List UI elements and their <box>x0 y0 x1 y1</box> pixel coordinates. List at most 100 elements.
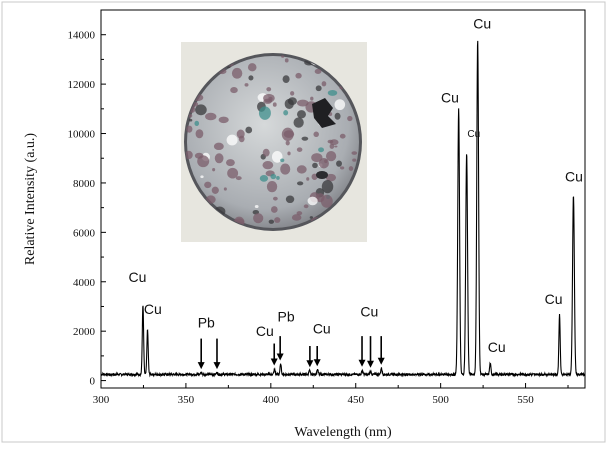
disc-spot <box>296 165 307 174</box>
disc-spot <box>271 150 283 163</box>
peak-label: Cu <box>565 169 583 185</box>
disc-spot <box>315 85 322 92</box>
disc-spot <box>186 125 193 133</box>
disc-spot <box>259 174 269 182</box>
sample-disc-surface <box>187 56 359 228</box>
disc-spot <box>262 161 274 170</box>
disc-spot <box>321 81 327 87</box>
disc-spot <box>266 87 272 92</box>
disc-spot <box>351 151 358 155</box>
arrow-head <box>306 360 314 368</box>
disc-spot <box>325 151 337 162</box>
disc-spot <box>268 219 275 224</box>
disc-spot <box>226 159 235 167</box>
disc-spot <box>223 187 227 191</box>
disc-spot <box>235 176 242 181</box>
arrow-head <box>276 353 284 361</box>
disc-spot <box>311 153 323 163</box>
disc-spot <box>226 134 238 146</box>
peak-label: Pb <box>198 314 215 330</box>
peak-label: Cu <box>545 291 563 307</box>
x-tick-label: 400 <box>263 394 280 406</box>
disc-spot <box>205 112 217 121</box>
disc-spot <box>205 195 216 204</box>
disc-spot <box>247 63 257 72</box>
disc-spot <box>336 160 342 167</box>
spectrum-line <box>100 40 586 378</box>
disc-spot <box>318 147 325 153</box>
disc-spot <box>339 133 346 139</box>
disc-spot <box>213 142 224 151</box>
disc-spot <box>227 167 239 179</box>
arrow-head <box>313 359 321 367</box>
disc-spot <box>293 117 304 128</box>
disc-spot <box>204 181 212 189</box>
disc-spot <box>212 167 216 172</box>
disc-spot <box>321 179 334 194</box>
disc-spot <box>306 177 310 181</box>
disc-spot <box>248 75 254 81</box>
disc-spot <box>309 216 314 219</box>
disc-spot <box>200 175 204 179</box>
peak-label: Cu <box>488 339 506 355</box>
disc-spot <box>218 116 229 124</box>
disc-spot <box>284 58 289 63</box>
disc-spot <box>291 214 302 221</box>
y-tick-label: 8000 <box>73 178 96 190</box>
disc-spot <box>245 126 253 134</box>
peak-label: Cu <box>313 321 331 337</box>
disc-spot <box>290 91 295 96</box>
disc-spot <box>263 93 275 103</box>
peak-arrows <box>197 336 385 370</box>
disc-spot <box>238 135 245 143</box>
disc-spot <box>254 204 259 209</box>
disc-spot <box>258 106 271 120</box>
disc-spot <box>334 145 338 148</box>
disc-spot <box>296 147 303 152</box>
disc-spot <box>253 213 264 224</box>
disc-spot <box>244 83 249 87</box>
disc-spot <box>307 196 318 206</box>
x-tick-label: 550 <box>517 394 534 406</box>
y-axis-title: Relative Intensity (a.u.) <box>23 133 38 266</box>
y-tick-label: 6000 <box>73 227 96 239</box>
disc-spot <box>281 55 285 58</box>
disc-dark-spot <box>316 171 328 179</box>
x-tick-label: 350 <box>178 394 195 406</box>
arrow-head <box>213 362 221 370</box>
disc-spot <box>195 104 207 116</box>
peak-label: Cu <box>467 129 480 140</box>
disc-spot <box>214 153 224 164</box>
disc-spot <box>285 195 295 204</box>
disc-spot <box>303 204 309 209</box>
disc-spot <box>282 75 290 84</box>
disc-spot <box>301 136 309 141</box>
sample-photo <box>181 42 367 242</box>
peak-label: Cu <box>129 269 147 285</box>
disc-spot <box>339 166 345 170</box>
disc-spot <box>325 173 336 182</box>
disc-spot <box>310 96 314 101</box>
disc-spot <box>297 99 309 107</box>
disc-spot <box>195 129 204 139</box>
disc-spot <box>262 148 270 157</box>
x-axis-ticks: 300 350 400 450 500 550 <box>93 383 569 406</box>
disc-spot <box>296 110 306 119</box>
y-tick-label: 10000 <box>68 129 96 141</box>
disc-spot <box>270 206 278 213</box>
disc-spot <box>230 86 238 94</box>
disc-spot <box>285 140 290 146</box>
arrow-head <box>197 362 205 370</box>
y-tick-label: 4000 <box>73 277 96 289</box>
y-tick-label: 0 <box>90 376 96 388</box>
disc-spot <box>287 151 291 156</box>
disc-spot <box>320 194 333 208</box>
disc-spot <box>313 131 319 137</box>
peak-label: Cu <box>144 301 162 317</box>
y-tick-label: 2000 <box>73 326 96 338</box>
disc-spot <box>287 97 297 106</box>
disc-spot <box>273 196 278 201</box>
disc-spot <box>280 163 291 175</box>
